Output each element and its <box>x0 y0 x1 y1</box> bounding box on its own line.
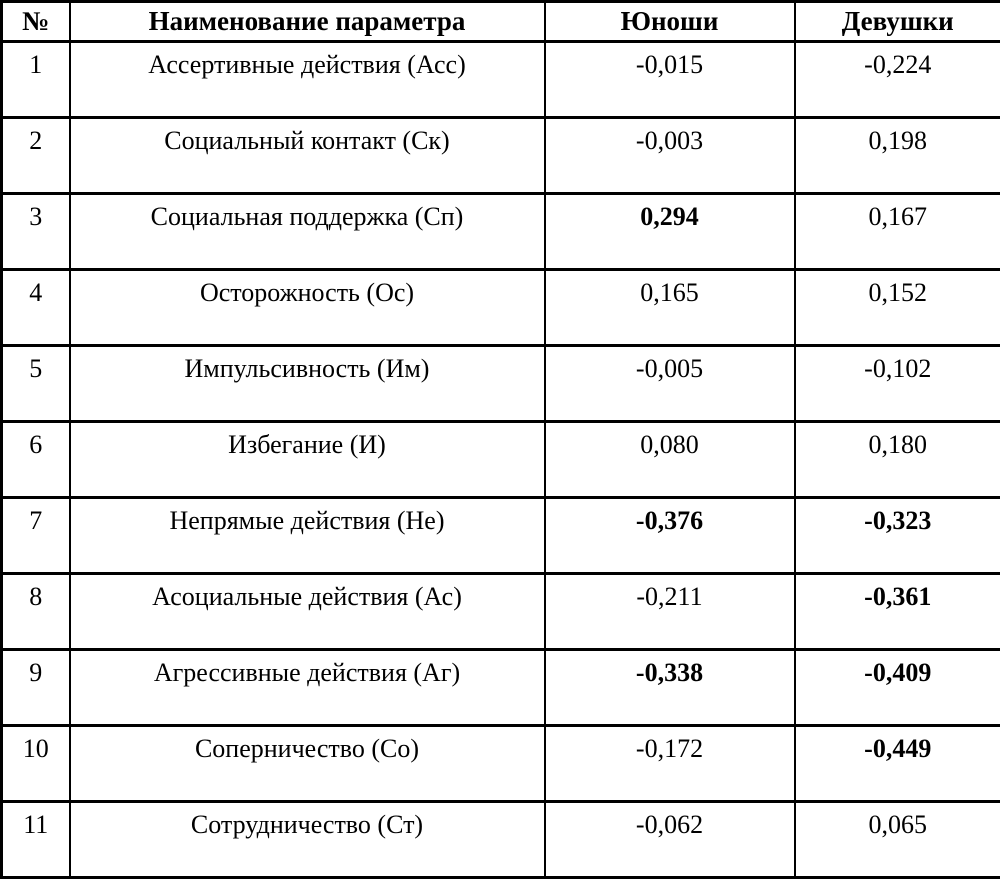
parameter-name-cell: Непрямые действия (Не) <box>70 498 545 574</box>
girls-value-cell: -0,449 <box>795 726 1000 802</box>
boys-value-cell: -0,211 <box>545 574 795 650</box>
boys-value-cell: -0,172 <box>545 726 795 802</box>
parameter-name-cell: Социальная поддержка (Сп) <box>70 194 545 270</box>
table-row: 2 Социальный контакт (Ск) -0,003 0,198 <box>2 118 1000 194</box>
table-row: 5 Импульсивность (Им) -0,005 -0,102 <box>2 346 1000 422</box>
row-number-cell: 7 <box>2 498 70 574</box>
row-number-cell: 8 <box>2 574 70 650</box>
table-row: 1 Ассертивные действия (Асс) -0,015 -0,2… <box>2 42 1000 118</box>
girls-value-cell: 0,167 <box>795 194 1000 270</box>
parameter-name-cell: Социальный контакт (Ск) <box>70 118 545 194</box>
table-row: 3 Социальная поддержка (Сп) 0,294 0,167 <box>2 194 1000 270</box>
girls-value-cell: 0,180 <box>795 422 1000 498</box>
parameter-name-cell: Асоциальные действия (Ас) <box>70 574 545 650</box>
table-row: 4 Осторожность (Ос) 0,165 0,152 <box>2 270 1000 346</box>
parameter-name-cell: Агрессивные действия (Аг) <box>70 650 545 726</box>
boys-value-cell: 0,294 <box>545 194 795 270</box>
parameter-name-cell: Соперничество (Со) <box>70 726 545 802</box>
table-row: 8 Асоциальные действия (Ас) -0,211 -0,36… <box>2 574 1000 650</box>
table-row: 11 Сотрудничество (Ст) -0,062 0,065 <box>2 802 1000 878</box>
boys-value-cell: 0,165 <box>545 270 795 346</box>
boys-value-cell: 0,080 <box>545 422 795 498</box>
parameter-name-cell: Сотрудничество (Ст) <box>70 802 545 878</box>
boys-value-cell: -0,005 <box>545 346 795 422</box>
girls-value-cell: -0,102 <box>795 346 1000 422</box>
column-header-boys: Юноши <box>545 2 795 42</box>
boys-value-cell: -0,015 <box>545 42 795 118</box>
parameter-name-cell: Избегание (И) <box>70 422 545 498</box>
row-number-cell: 11 <box>2 802 70 878</box>
boys-value-cell: -0,003 <box>545 118 795 194</box>
table-body: 1 Ассертивные действия (Асс) -0,015 -0,2… <box>2 42 1000 878</box>
girls-value-cell: 0,152 <box>795 270 1000 346</box>
boys-value-cell: -0,376 <box>545 498 795 574</box>
column-header-girls: Девушки <box>795 2 1000 42</box>
girls-value-cell: -0,224 <box>795 42 1000 118</box>
girls-value-cell: -0,323 <box>795 498 1000 574</box>
parameter-name-cell: Осторожность (Ос) <box>70 270 545 346</box>
row-number-cell: 4 <box>2 270 70 346</box>
table-row: 7 Непрямые действия (Не) -0,376 -0,323 <box>2 498 1000 574</box>
column-header-number: № <box>2 2 70 42</box>
row-number-cell: 5 <box>2 346 70 422</box>
girls-value-cell: 0,198 <box>795 118 1000 194</box>
table-row: 10 Соперничество (Со) -0,172 -0,449 <box>2 726 1000 802</box>
row-number-cell: 1 <box>2 42 70 118</box>
column-header-parameter-name: Наименование параметра <box>70 2 545 42</box>
table-row: 9 Агрессивные действия (Аг) -0,338 -0,40… <box>2 650 1000 726</box>
row-number-cell: 10 <box>2 726 70 802</box>
table-header-row: № Наименование параметра Юноши Девушки <box>2 2 1000 42</box>
girls-value-cell: 0,065 <box>795 802 1000 878</box>
parameter-name-cell: Ассертивные действия (Асс) <box>70 42 545 118</box>
table-row: 6 Избегание (И) 0,080 0,180 <box>2 422 1000 498</box>
girls-value-cell: -0,409 <box>795 650 1000 726</box>
row-number-cell: 6 <box>2 422 70 498</box>
row-number-cell: 3 <box>2 194 70 270</box>
girls-value-cell: -0,361 <box>795 574 1000 650</box>
boys-value-cell: -0,062 <box>545 802 795 878</box>
boys-value-cell: -0,338 <box>545 650 795 726</box>
row-number-cell: 2 <box>2 118 70 194</box>
parameter-name-cell: Импульсивность (Им) <box>70 346 545 422</box>
row-number-cell: 9 <box>2 650 70 726</box>
